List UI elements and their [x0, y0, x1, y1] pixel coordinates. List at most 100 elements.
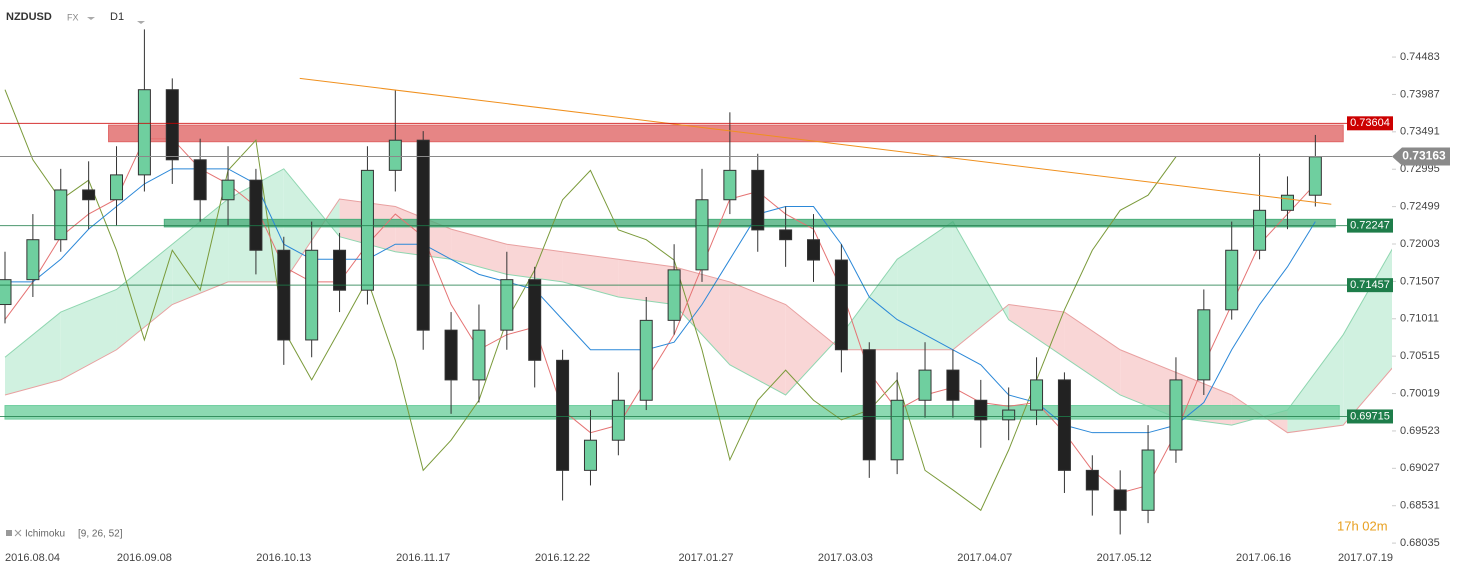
y-tick-label: 0.68531: [1400, 500, 1440, 512]
candle-body: [611, 399, 625, 441]
candle-body: [583, 439, 597, 471]
y-tick-label: 0.72499: [1400, 201, 1440, 213]
x-tick-label: 2017.06.16: [1236, 552, 1291, 564]
candle-body: [165, 89, 179, 161]
x-tick-label: 2017.01.27: [678, 552, 733, 564]
y-tick-label: 0.69027: [1400, 462, 1440, 474]
y-tick-label: 0.69523: [1400, 425, 1440, 437]
candle-body: [556, 359, 570, 471]
candle-body: [528, 279, 542, 361]
candle-body: [26, 239, 40, 281]
candle-body: [221, 179, 235, 201]
plot-area: [0, 29, 1392, 535]
cloud-segment: [451, 229, 507, 275]
level-label: 0.69715: [1350, 410, 1390, 422]
candle-body: [723, 169, 737, 201]
x-tick-label: 2017.05.12: [1097, 552, 1152, 564]
cloud-segment: [1343, 249, 1392, 426]
level-label-bg: [1347, 116, 1393, 131]
candle-body: [1169, 379, 1183, 451]
trend-line: [299, 77, 1332, 205]
level-label-bg: [1347, 218, 1393, 233]
candle-body: [249, 179, 263, 251]
x-tick-label: 2016.12.22: [535, 552, 590, 564]
cloud-segment: [674, 266, 730, 365]
candle-body: [1141, 449, 1155, 511]
indicator-icon[interactable]: [6, 530, 12, 536]
y-tick-label: 0.73491: [1400, 126, 1440, 138]
candle-body: [277, 249, 291, 341]
candle-body: [82, 189, 96, 201]
y-tick-label: 0.68035: [1400, 537, 1440, 549]
candle-body: [1057, 379, 1071, 471]
candle-body: [193, 159, 207, 201]
cloud-segment: [506, 244, 563, 282]
cloud-segment: [60, 289, 117, 380]
axes: 0.74483 0.73987 0.73491 0.72995 0.72499 0.720…: [5, 51, 1440, 564]
level-label-bg: [1347, 409, 1393, 424]
candle-body: [1253, 209, 1267, 251]
y-tick-label: 0.74483: [1400, 51, 1440, 63]
market: FX: [67, 12, 79, 22]
candle-body: [974, 399, 988, 421]
candle-body: [1085, 469, 1099, 491]
indicator-close[interactable]: [14, 529, 22, 537]
candle-body: [1113, 489, 1127, 511]
candle-body: [1280, 194, 1294, 211]
candle-body: [54, 189, 68, 241]
level-label: 0.71457: [1350, 279, 1390, 291]
y-tick-label: 0.72995: [1400, 163, 1440, 175]
candle-body: [472, 329, 486, 381]
y-tick-label: 0.70515: [1400, 350, 1440, 362]
candle-body: [946, 369, 960, 401]
cloud-segment: [729, 281, 786, 395]
indicator-params: [9, 26, 52]: [78, 529, 123, 540]
candle-body: [110, 174, 124, 201]
candle-body: [1002, 409, 1016, 421]
candle-body: [890, 399, 904, 461]
x-tick-label: 2016.11.17: [396, 552, 450, 564]
current-price-tag: [1392, 147, 1450, 166]
candle-body: [695, 199, 709, 271]
candle-body: [807, 239, 821, 261]
level-label: 0.73604: [1350, 117, 1390, 129]
candle-body: [0, 279, 12, 306]
dropdown-caret[interactable]: [87, 17, 95, 20]
candle-body: [416, 139, 430, 331]
candle-body: [1308, 156, 1322, 196]
y-tick-label: 0.71011: [1400, 313, 1439, 325]
cloud-segment: [618, 259, 675, 305]
zone: [108, 124, 1344, 143]
candle-body: [1197, 309, 1211, 381]
candle-body: [305, 249, 319, 341]
cloud-segment: [116, 244, 173, 350]
cloud-segment: [5, 312, 61, 395]
countdown: 17h 02m: [1337, 518, 1388, 533]
candle-body: [360, 169, 374, 291]
cloud-segment: [897, 221, 953, 350]
cloud-segment: [562, 251, 619, 297]
chikou-line: [4, 89, 1177, 512]
x-tick-label: 2016.10.13: [256, 552, 311, 564]
zone: [4, 405, 1340, 420]
dropdown-caret[interactable]: [137, 21, 145, 24]
candle-body: [1225, 249, 1239, 311]
y-tick-label: 0.72003: [1400, 238, 1440, 250]
level-label-bg: [1347, 278, 1393, 293]
candle-body: [388, 139, 402, 171]
x-tick-label: 2016.09.08: [117, 552, 172, 564]
symbol: NZDUSD: [6, 11, 52, 23]
candle-body: [500, 279, 514, 331]
candle-body: [751, 169, 765, 231]
level-label: 0.72247: [1350, 220, 1390, 232]
candle-body: [333, 249, 347, 291]
cloud-segment: [841, 259, 898, 350]
x-tick-label: 2017.03.03: [818, 552, 873, 564]
timeframe: D1: [110, 11, 124, 23]
candle-body: [137, 89, 151, 176]
candle-body: [1030, 379, 1044, 411]
cloud-segment: [1120, 349, 1176, 418]
kijun-line: [5, 168, 1316, 434]
candle-body: [444, 329, 458, 381]
